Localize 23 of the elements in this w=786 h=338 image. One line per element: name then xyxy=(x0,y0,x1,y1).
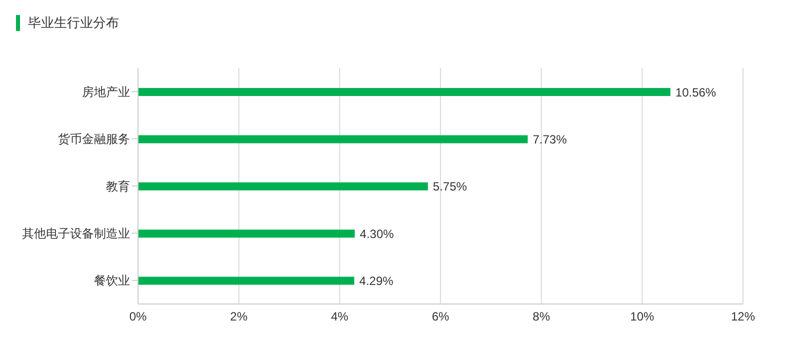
chart-title: 毕业生行业分布 xyxy=(28,14,119,32)
bar xyxy=(138,135,528,144)
x-tick-label: 12% xyxy=(730,310,756,324)
data-label: 5.75% xyxy=(432,180,468,194)
bar xyxy=(138,88,670,96)
x-tick-label: 2% xyxy=(230,310,248,324)
x-tick-label: 0% xyxy=(129,310,147,324)
y-tick-label: 餐饮业 xyxy=(94,274,130,288)
data-label: 4.30% xyxy=(360,226,394,241)
y-tick-label: 教育 xyxy=(106,179,130,194)
y-tick-label: 房地产业 xyxy=(82,84,130,99)
x-tick-label: 8% xyxy=(532,310,550,324)
bar xyxy=(138,182,428,190)
x-tick-label: 10% xyxy=(630,310,654,324)
data-label: 4.29% xyxy=(359,274,394,288)
x-tick-label: 6% xyxy=(432,310,450,324)
x-tick-label: 4% xyxy=(330,310,349,324)
data-label: 7.73% xyxy=(532,132,568,146)
y-tick-label: 货币金融服务 xyxy=(58,132,130,146)
bar xyxy=(138,230,355,238)
data-label: 10.56% xyxy=(675,85,716,100)
y-tick-label: 其他电子设备制造业 xyxy=(22,226,130,240)
bar xyxy=(138,276,354,285)
